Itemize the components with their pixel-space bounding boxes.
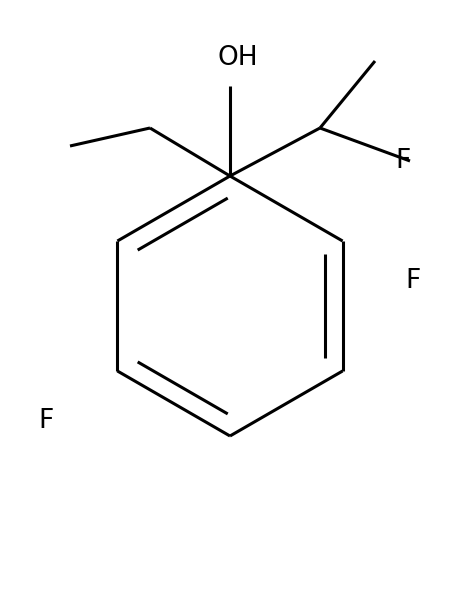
Text: F: F xyxy=(405,268,420,294)
Text: OH: OH xyxy=(218,45,258,71)
Text: F: F xyxy=(38,408,53,434)
Text: F: F xyxy=(395,148,410,174)
